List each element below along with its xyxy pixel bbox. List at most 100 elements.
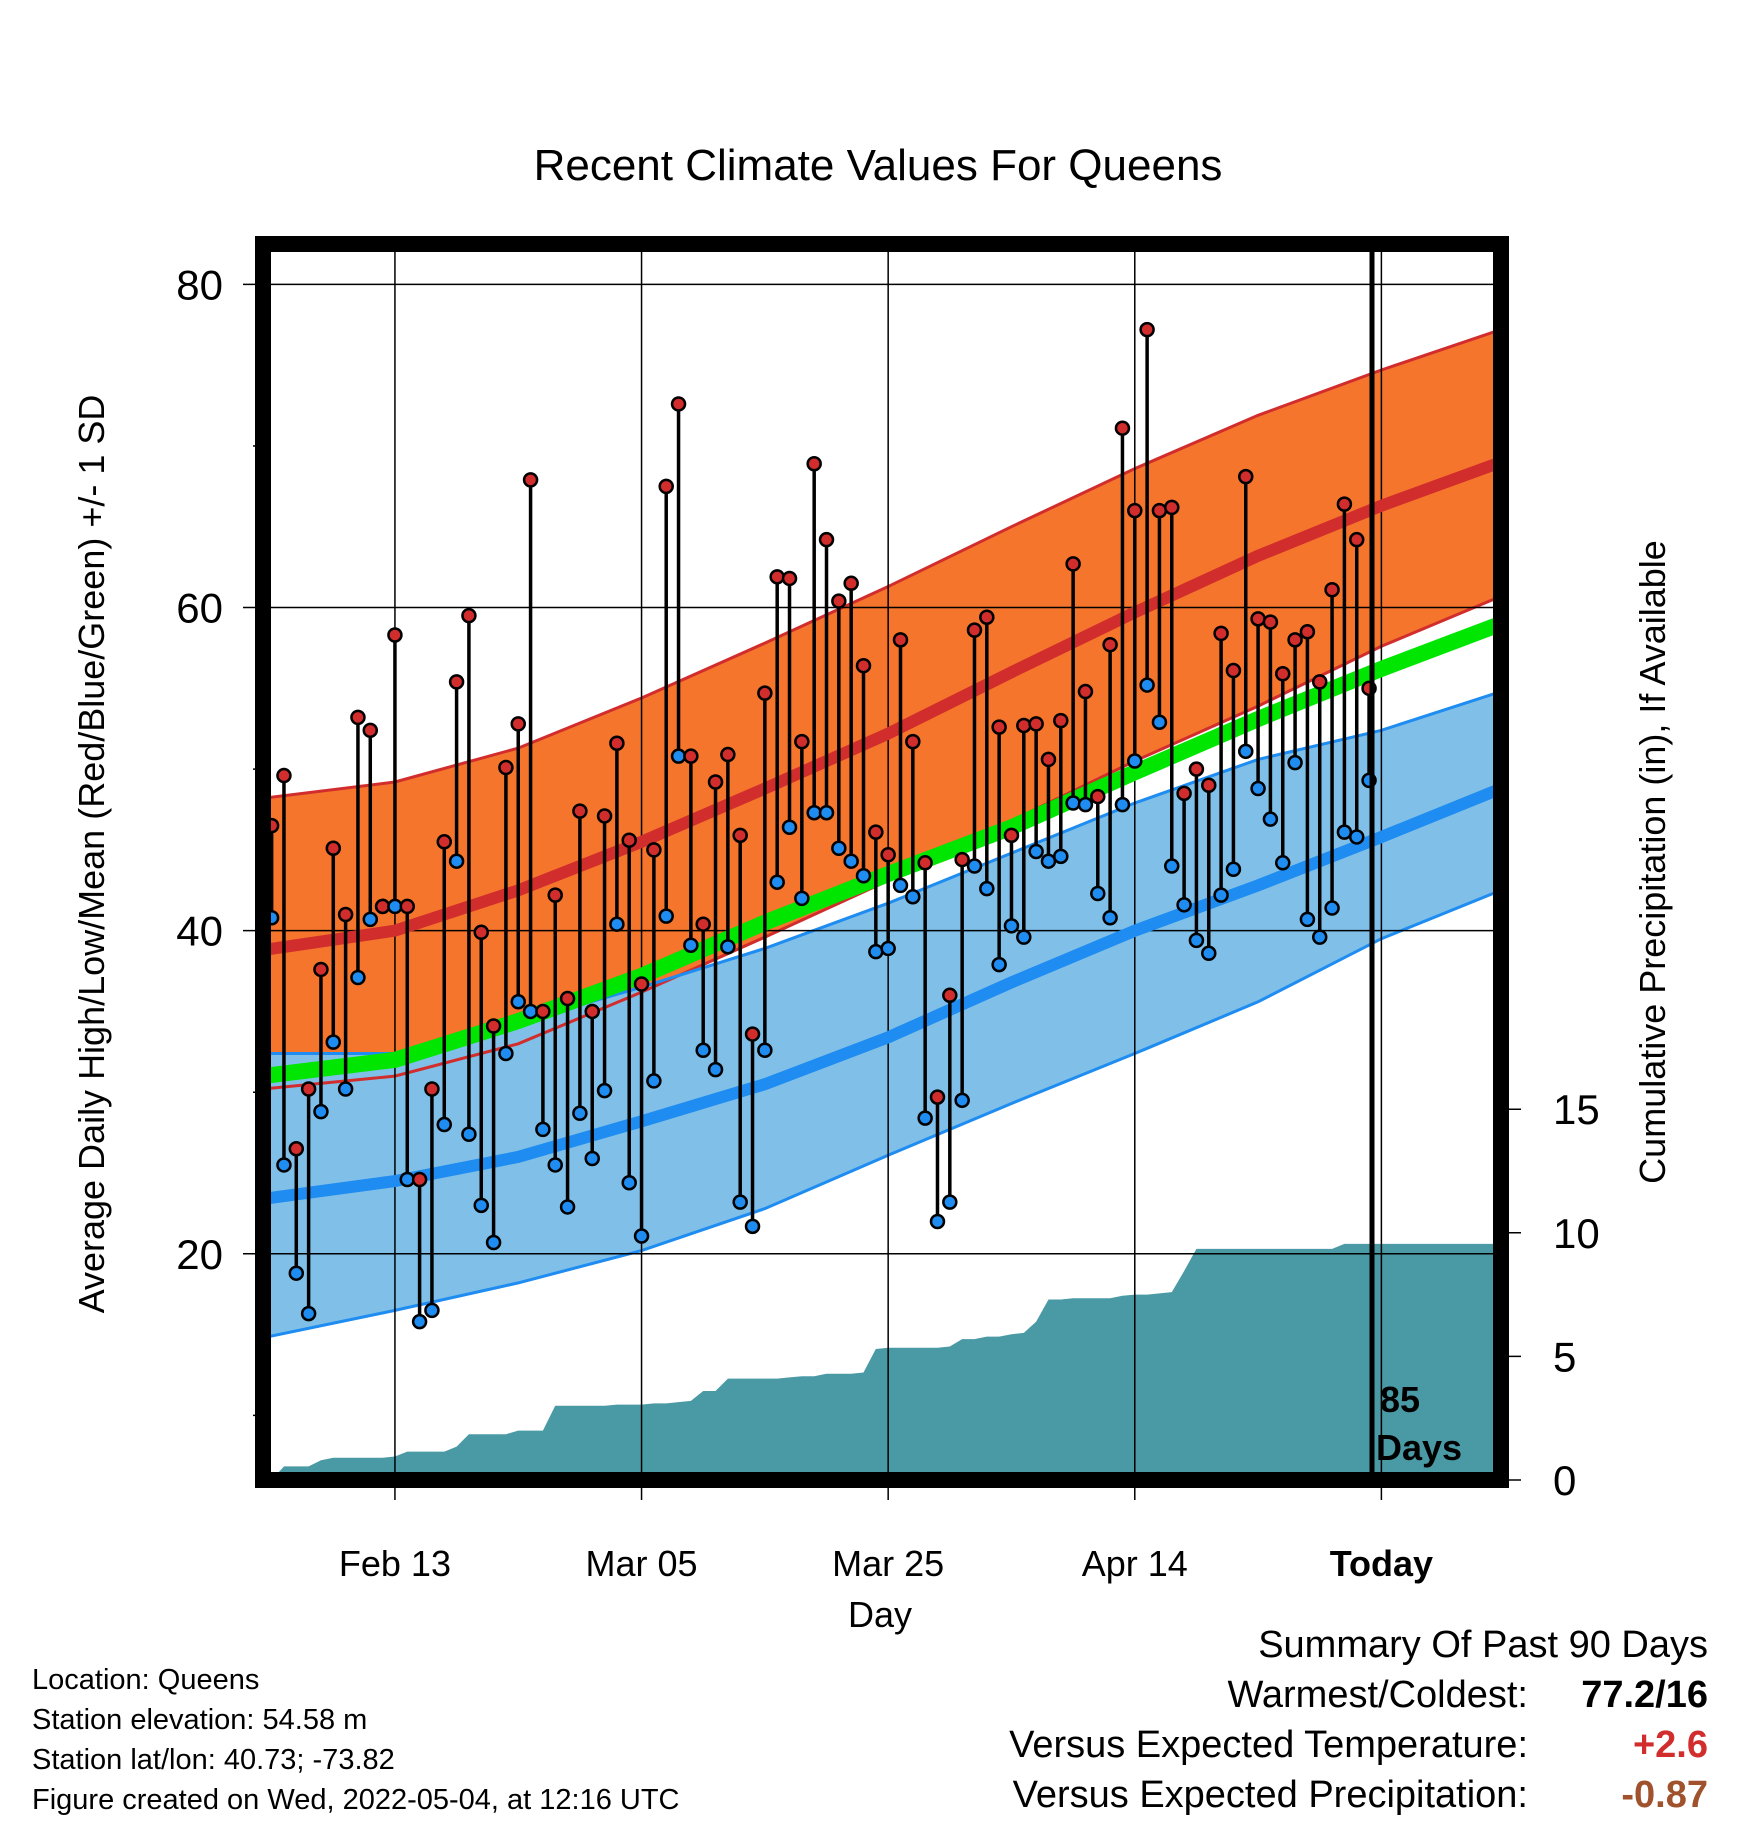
daily-high-point: [1238, 468, 1254, 485]
chart-title: Recent Climate Values For Queens: [534, 141, 1223, 190]
tick-labels: 20 40 60 80 0 5 10 15 Feb 13 Mar 05 Mar 25 Apr 14 To…: [176, 261, 1599, 1584]
daily-low-point: [399, 1171, 416, 1188]
daily-low-point: [954, 1092, 970, 1109]
summary-warmest-value: 77.2/16: [1581, 1674, 1708, 1716]
daily-high-point: [732, 827, 748, 844]
daily-low-point: [584, 1150, 600, 1167]
daily-high-point: [522, 472, 539, 488]
daily-low-point: [1164, 858, 1180, 874]
daily-high-point: [929, 1089, 946, 1105]
daily-low-point: [1225, 861, 1242, 878]
daily-high-point: [1127, 502, 1143, 519]
daily-high-point: [535, 1003, 551, 1020]
x-tick-label: Today: [1330, 1543, 1433, 1584]
y-tick-label: 20: [176, 1231, 223, 1278]
daily-low-point: [1324, 900, 1340, 916]
daily-low-point: [276, 1157, 292, 1173]
daily-high-point: [596, 808, 613, 824]
daily-high-point: [1287, 632, 1303, 648]
low-normal-line: [263, 782, 1501, 1205]
today-days-number: 85: [1380, 1379, 1420, 1420]
daily-low-point: [633, 1228, 650, 1244]
footer-created: Figure created on Wed, 2022-05-04, at 12…: [32, 1784, 680, 1816]
daily-high-point: [1028, 716, 1044, 732]
daily-high-point: [855, 657, 872, 674]
x-tick-label: Feb 13: [339, 1543, 451, 1584]
daily-low-point: [1040, 853, 1057, 869]
daily-low-point: [448, 853, 465, 869]
daily-high-point: [744, 1026, 761, 1042]
daily-low-point: [535, 1121, 551, 1138]
daily-high-point: [276, 767, 292, 784]
daily-low-point: [1151, 714, 1168, 730]
daily-low-point: [1336, 824, 1353, 840]
daily-high-point: [1213, 625, 1229, 642]
daily-low-point: [1348, 829, 1365, 845]
daily-high-point: [1114, 420, 1131, 436]
daily-high-point: [559, 990, 576, 1007]
daily-high-point: [942, 987, 958, 1004]
daily-low-point: [1299, 911, 1316, 928]
daily-high-point: [572, 803, 588, 819]
daily-low-point: [337, 1081, 354, 1097]
daily-low-point: [929, 1213, 946, 1230]
daily-high-point: [1299, 624, 1316, 640]
daily-high-point: [954, 851, 970, 868]
daily-high-point: [1164, 499, 1180, 516]
daily-markers: [263, 321, 1377, 1330]
daily-low-point: [621, 1174, 637, 1191]
daily-high-point: [1077, 683, 1094, 700]
daily-high-point: [695, 916, 711, 932]
daily-low-point: [757, 1042, 773, 1058]
summary-precip-row: Versus Expected Precipitation: -0.87: [1013, 1774, 1708, 1817]
daily-low-point: [855, 867, 872, 884]
daily-low-point: [1003, 918, 1020, 934]
daily-high-point: [350, 709, 366, 726]
daily-low-point: [1065, 795, 1081, 811]
daily-high-point: [1336, 496, 1353, 512]
daily-low-point: [1102, 909, 1118, 926]
x-axis-label: Day: [848, 1594, 912, 1635]
daily-high-point: [609, 735, 625, 751]
summary-warmest-row: Warmest/Coldest: 77.2/16: [1227, 1674, 1708, 1717]
y-axis-label: Average Daily High/Low/Mean (Red/Blue/Gr…: [71, 395, 112, 1314]
y-tick-label: 60: [176, 585, 223, 632]
daily-low-point: [794, 890, 810, 907]
daily-high-point: [1003, 827, 1020, 844]
daily-high-point: [1016, 717, 1032, 734]
x-tick-label: Mar 05: [586, 1543, 698, 1584]
daily-high-point: [720, 746, 736, 763]
plot-frame: [255, 236, 1509, 1488]
daily-low-point: [1114, 796, 1131, 813]
y2-axis-label: Cumulative Precipitation (in), If Availa…: [1632, 540, 1673, 1184]
daily-low-point: [1311, 929, 1328, 945]
daily-high-point: [769, 569, 785, 585]
daily-low-point: [436, 1116, 453, 1133]
x-tick-label: Mar 25: [832, 1543, 944, 1584]
daily-low-point: [1139, 677, 1155, 693]
daily-low-point: [942, 1194, 958, 1210]
daily-low-point: [411, 1313, 428, 1330]
daily-low-point: [880, 940, 896, 957]
daily-low-point: [1287, 754, 1303, 771]
daily-low-point: [387, 898, 403, 915]
daily-high-point: [510, 716, 526, 732]
daily-high-point: [843, 575, 859, 592]
daily-low-point: [683, 937, 699, 953]
daily-high-point: [658, 478, 674, 495]
daily-high-point: [1040, 751, 1057, 768]
daily-high-point: [498, 759, 514, 776]
daily-low-point: [609, 916, 625, 932]
daily-high-point: [991, 719, 1007, 735]
daily-high-point: [633, 976, 650, 992]
daily-high-point: [892, 632, 909, 648]
daily-high-point: [794, 733, 810, 750]
x-tick-label: Apr 14: [1082, 1543, 1188, 1584]
daily-high-point: [288, 1141, 305, 1157]
daily-low-point: [461, 1126, 477, 1142]
daily-high-point: [621, 832, 637, 848]
daily-low-point: [300, 1305, 317, 1322]
daily-low-point: [1201, 945, 1217, 962]
y2-tick-label: 15: [1553, 1086, 1600, 1133]
footer-location: Location: Queens: [32, 1664, 260, 1696]
